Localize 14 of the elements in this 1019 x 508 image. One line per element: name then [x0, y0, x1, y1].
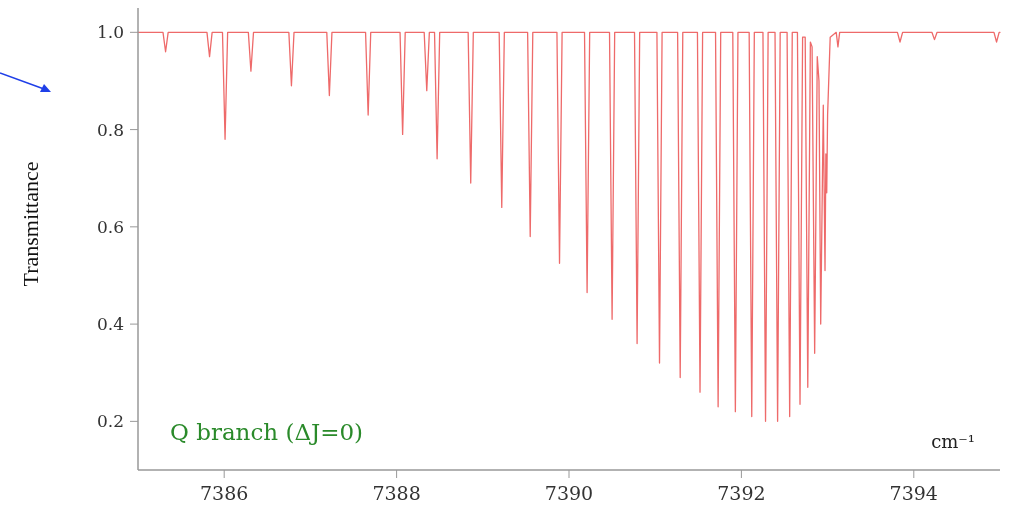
x-axis-title: cm⁻¹	[931, 431, 975, 452]
annotation: Q branch (ΔJ=0)	[170, 419, 364, 445]
line-series	[137, 31, 1001, 423]
x-tick-label: 7388	[372, 482, 421, 504]
y-tick-label: 0.8	[96, 119, 124, 140]
y-tick-label: 0.6	[96, 216, 124, 237]
x-tick-label: 7390	[544, 482, 594, 504]
y-tick-label: 1.0	[96, 22, 124, 43]
x-tick-label: 7386	[200, 482, 249, 504]
y-tick-label: 0.4	[96, 314, 124, 335]
y-tick-label: 0.2	[96, 411, 124, 432]
x-tick-label: 7394	[889, 482, 938, 504]
y-axis-title: Transmittance	[18, 161, 43, 287]
x-tick-label: 7392	[717, 482, 766, 504]
